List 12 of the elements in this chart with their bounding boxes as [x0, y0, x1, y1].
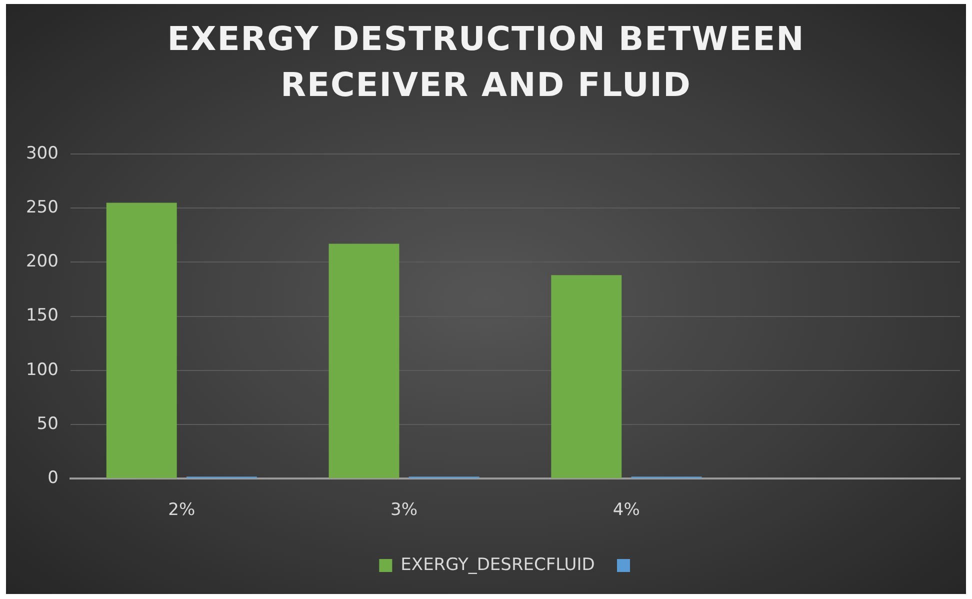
x-tick-label: 4%	[612, 500, 640, 520]
x-tick-label: 3%	[390, 500, 418, 520]
x-tick-label: 2%	[168, 500, 196, 520]
y-tick-label: 200	[26, 252, 58, 272]
y-tick-label: 50	[36, 414, 58, 434]
y-tick-label: 300	[26, 143, 58, 164]
y-tick-label: 250	[26, 198, 58, 218]
legend-label: EXERGY_DESRECFLUID	[400, 554, 595, 575]
y-tick-label: 0	[48, 468, 58, 488]
y-tick-label: 150	[26, 306, 58, 326]
chart-title: EXERGY DESTRUCTION BETWEEN RECEIVER AND FLUID	[166, 18, 806, 106]
y-tick-label: 100	[26, 360, 58, 380]
